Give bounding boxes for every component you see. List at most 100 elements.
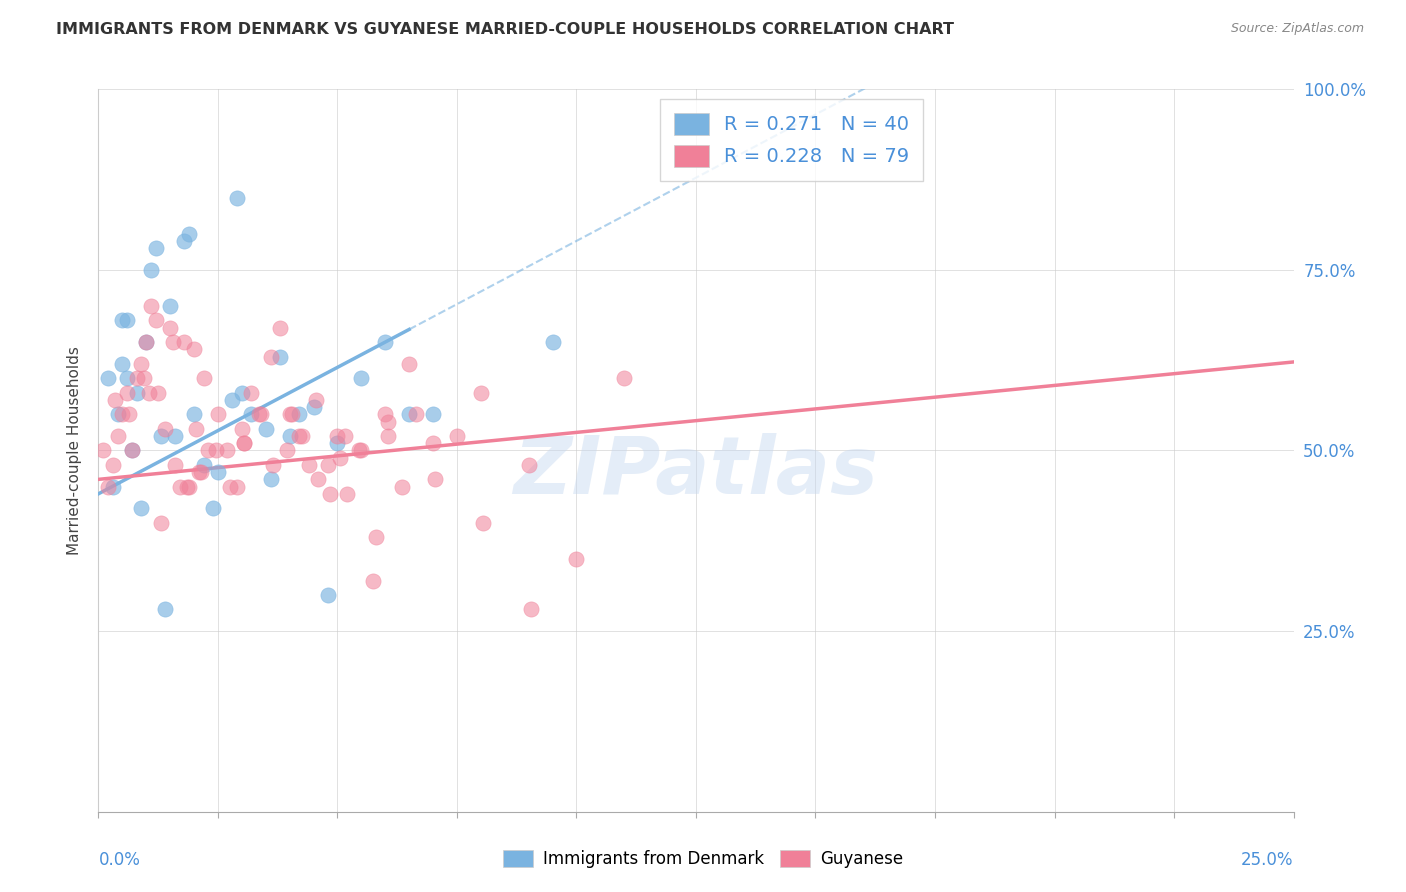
Point (422, 407, 444, 421)
Point (326, 429, 349, 443)
Point (207, 465, 229, 479)
Point (259, 350, 281, 364)
Point (333, 429, 356, 443)
Y-axis label: Married-couple Households: Married-couple Households (67, 346, 83, 555)
Point (350, 371, 373, 385)
Point (240, 385, 263, 400)
Point (202, 501, 225, 516)
Point (520, 602, 543, 616)
Point (374, 407, 396, 421)
Point (104, 392, 127, 407)
Point (217, 443, 239, 458)
Point (278, 407, 301, 421)
Point (183, 407, 205, 421)
Point (187, 465, 209, 479)
Point (405, 407, 427, 421)
Point (377, 415, 399, 429)
Point (179, 480, 201, 494)
Point (115, 371, 138, 385)
Point (115, 385, 138, 400)
Point (219, 480, 242, 494)
Point (163, 458, 186, 472)
Point (190, 465, 212, 479)
Point (139, 262, 162, 277)
Text: 25.0%: 25.0% (1241, 851, 1294, 869)
Point (101, 458, 124, 472)
Point (541, 334, 564, 349)
Point (121, 443, 143, 458)
Point (364, 530, 387, 544)
Point (145, 241, 167, 255)
Point (319, 487, 342, 501)
Point (186, 422, 208, 436)
Point (173, 334, 195, 349)
Point (149, 429, 172, 443)
Point (233, 436, 256, 450)
Point (155, 422, 177, 436)
Point (162, 334, 184, 349)
Point (231, 385, 253, 400)
Point (91, 443, 114, 458)
Point (398, 357, 420, 371)
Point (250, 407, 273, 421)
Point (148, 385, 170, 400)
Point (302, 400, 325, 414)
Point (247, 407, 270, 421)
Point (183, 343, 205, 357)
Legend: R = 0.271   N = 40, R = 0.228   N = 79: R = 0.271 N = 40, R = 0.228 N = 79 (661, 99, 922, 181)
Point (207, 407, 229, 421)
Text: 0.0%: 0.0% (98, 851, 141, 869)
Point (391, 480, 413, 494)
Point (179, 227, 201, 241)
Point (291, 429, 314, 443)
Point (398, 407, 420, 421)
Point (111, 357, 134, 371)
Point (472, 516, 495, 530)
Point (307, 472, 329, 486)
Point (517, 458, 540, 472)
Point (139, 299, 162, 313)
Point (298, 458, 321, 472)
Point (316, 588, 339, 602)
Point (159, 299, 181, 313)
Point (231, 422, 253, 436)
Point (254, 422, 277, 436)
Point (101, 480, 124, 494)
Point (422, 436, 444, 450)
Point (125, 371, 148, 385)
Point (193, 371, 215, 385)
Point (269, 320, 291, 334)
Point (425, 472, 447, 486)
Point (132, 371, 155, 385)
Point (316, 458, 339, 472)
Point (226, 191, 249, 205)
Point (276, 443, 298, 458)
Point (138, 385, 160, 400)
Point (159, 320, 181, 334)
Point (135, 334, 157, 349)
Point (149, 516, 172, 530)
Point (145, 313, 167, 327)
Point (111, 407, 134, 421)
Point (131, 501, 153, 516)
Point (135, 334, 157, 349)
Point (97, 480, 120, 494)
Point (613, 371, 636, 385)
Point (115, 313, 138, 327)
Point (377, 429, 399, 443)
Point (259, 472, 281, 486)
Point (221, 392, 243, 407)
Point (240, 407, 263, 421)
Point (233, 436, 256, 450)
Point (262, 458, 284, 472)
Point (131, 357, 153, 371)
Point (336, 487, 359, 501)
Point (226, 480, 249, 494)
Point (326, 436, 349, 450)
Point (288, 429, 311, 443)
Point (374, 334, 396, 349)
Point (278, 429, 301, 443)
Point (446, 429, 468, 443)
Text: Source: ZipAtlas.com: Source: ZipAtlas.com (1230, 22, 1364, 36)
Point (193, 458, 215, 472)
